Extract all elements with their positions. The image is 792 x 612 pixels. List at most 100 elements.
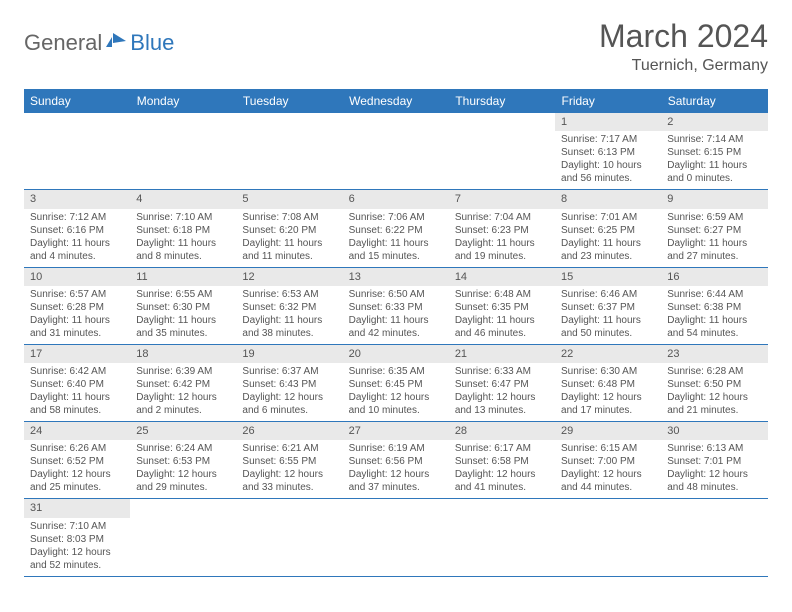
day-number-cell: 12: [236, 267, 342, 286]
day-detail-text: Sunrise: 6:33 AM Sunset: 6:47 PM Dayligh…: [455, 365, 549, 417]
day-number-cell: 25: [130, 422, 236, 441]
day-detail-text: Sunrise: 7:10 AM Sunset: 6:18 PM Dayligh…: [136, 211, 230, 263]
day-number-cell: 7: [449, 190, 555, 209]
day-number-cell: 28: [449, 422, 555, 441]
weekday-header: Sunday: [24, 89, 130, 113]
day-number-row: 31: [24, 499, 768, 518]
weekday-header: Tuesday: [236, 89, 342, 113]
day-number-cell: [236, 499, 342, 518]
day-detail-text: Sunrise: 6:13 AM Sunset: 7:01 PM Dayligh…: [667, 442, 761, 494]
day-number-cell: 20: [343, 344, 449, 363]
day-number-cell: 6: [343, 190, 449, 209]
day-detail-cell: Sunrise: 7:01 AM Sunset: 6:25 PM Dayligh…: [555, 209, 661, 268]
day-number-cell: 2: [661, 113, 767, 131]
day-detail-text: Sunrise: 6:17 AM Sunset: 6:58 PM Dayligh…: [455, 442, 549, 494]
day-detail-text: Sunrise: 7:17 AM Sunset: 6:13 PM Dayligh…: [561, 133, 655, 185]
day-detail-cell: Sunrise: 7:06 AM Sunset: 6:22 PM Dayligh…: [343, 209, 449, 268]
day-number-cell: 26: [236, 422, 342, 441]
day-detail-cell: Sunrise: 6:17 AM Sunset: 6:58 PM Dayligh…: [449, 440, 555, 499]
day-detail-text: Sunrise: 6:53 AM Sunset: 6:32 PM Dayligh…: [242, 288, 336, 340]
day-detail-text: Sunrise: 6:37 AM Sunset: 6:43 PM Dayligh…: [242, 365, 336, 417]
day-detail-cell: Sunrise: 6:30 AM Sunset: 6:48 PM Dayligh…: [555, 363, 661, 422]
day-detail-cell: Sunrise: 7:17 AM Sunset: 6:13 PM Dayligh…: [555, 131, 661, 190]
day-detail-row: Sunrise: 7:17 AM Sunset: 6:13 PM Dayligh…: [24, 131, 768, 190]
header: General Blue March 2024 Tuernich, German…: [24, 18, 768, 75]
day-number-cell: 5: [236, 190, 342, 209]
day-detail-cell: Sunrise: 6:44 AM Sunset: 6:38 PM Dayligh…: [661, 286, 767, 345]
weekday-header: Monday: [130, 89, 236, 113]
day-detail-cell: Sunrise: 6:28 AM Sunset: 6:50 PM Dayligh…: [661, 363, 767, 422]
day-detail-text: Sunrise: 6:55 AM Sunset: 6:30 PM Dayligh…: [136, 288, 230, 340]
day-detail-cell: [555, 518, 661, 577]
day-number-cell: [661, 499, 767, 518]
day-detail-text: Sunrise: 7:08 AM Sunset: 6:20 PM Dayligh…: [242, 211, 336, 263]
logo: General Blue: [24, 30, 174, 56]
day-detail-cell: Sunrise: 6:50 AM Sunset: 6:33 PM Dayligh…: [343, 286, 449, 345]
day-detail-row: Sunrise: 7:12 AM Sunset: 6:16 PM Dayligh…: [24, 209, 768, 268]
day-detail-cell: Sunrise: 7:10 AM Sunset: 6:18 PM Dayligh…: [130, 209, 236, 268]
weekday-header: Saturday: [661, 89, 767, 113]
day-detail-row: Sunrise: 6:42 AM Sunset: 6:40 PM Dayligh…: [24, 363, 768, 422]
month-title: March 2024: [599, 18, 768, 55]
day-number-cell: [24, 113, 130, 131]
day-detail-text: Sunrise: 6:26 AM Sunset: 6:52 PM Dayligh…: [30, 442, 124, 494]
day-number-row: 17181920212223: [24, 344, 768, 363]
day-number-cell: [130, 499, 236, 518]
day-detail-cell: [236, 131, 342, 190]
day-detail-cell: Sunrise: 6:24 AM Sunset: 6:53 PM Dayligh…: [130, 440, 236, 499]
day-detail-cell: Sunrise: 6:13 AM Sunset: 7:01 PM Dayligh…: [661, 440, 767, 499]
day-number-cell: 3: [24, 190, 130, 209]
day-detail-cell: Sunrise: 6:46 AM Sunset: 6:37 PM Dayligh…: [555, 286, 661, 345]
day-detail-cell: Sunrise: 6:19 AM Sunset: 6:56 PM Dayligh…: [343, 440, 449, 499]
day-number-cell: [343, 113, 449, 131]
day-detail-text: Sunrise: 7:06 AM Sunset: 6:22 PM Dayligh…: [349, 211, 443, 263]
day-detail-cell: [449, 131, 555, 190]
day-detail-text: Sunrise: 6:50 AM Sunset: 6:33 PM Dayligh…: [349, 288, 443, 340]
day-number-cell: [343, 499, 449, 518]
day-number-cell: [130, 113, 236, 131]
day-detail-text: Sunrise: 6:42 AM Sunset: 6:40 PM Dayligh…: [30, 365, 124, 417]
day-detail-cell: [449, 518, 555, 577]
day-number-row: 10111213141516: [24, 267, 768, 286]
weekday-header: Wednesday: [343, 89, 449, 113]
day-detail-cell: Sunrise: 6:37 AM Sunset: 6:43 PM Dayligh…: [236, 363, 342, 422]
day-detail-cell: [236, 518, 342, 577]
day-detail-text: Sunrise: 6:19 AM Sunset: 6:56 PM Dayligh…: [349, 442, 443, 494]
day-detail-row: Sunrise: 7:10 AM Sunset: 8:03 PM Dayligh…: [24, 518, 768, 577]
day-number-cell: 22: [555, 344, 661, 363]
location: Tuernich, Germany: [599, 57, 768, 75]
day-number-cell: [449, 113, 555, 131]
day-number-cell: 19: [236, 344, 342, 363]
weekday-header: Friday: [555, 89, 661, 113]
title-block: March 2024 Tuernich, Germany: [599, 18, 768, 75]
day-detail-cell: [130, 518, 236, 577]
day-number-cell: 21: [449, 344, 555, 363]
day-number-row: 12: [24, 113, 768, 131]
day-number-cell: 15: [555, 267, 661, 286]
day-number-cell: 30: [661, 422, 767, 441]
day-number-row: 3456789: [24, 190, 768, 209]
day-number-cell: 24: [24, 422, 130, 441]
day-detail-cell: Sunrise: 6:55 AM Sunset: 6:30 PM Dayligh…: [130, 286, 236, 345]
day-detail-text: Sunrise: 6:15 AM Sunset: 7:00 PM Dayligh…: [561, 442, 655, 494]
day-detail-cell: Sunrise: 6:53 AM Sunset: 6:32 PM Dayligh…: [236, 286, 342, 345]
day-detail-cell: Sunrise: 6:15 AM Sunset: 7:00 PM Dayligh…: [555, 440, 661, 499]
day-detail-text: Sunrise: 6:39 AM Sunset: 6:42 PM Dayligh…: [136, 365, 230, 417]
day-detail-cell: Sunrise: 6:21 AM Sunset: 6:55 PM Dayligh…: [236, 440, 342, 499]
day-detail-text: Sunrise: 6:46 AM Sunset: 6:37 PM Dayligh…: [561, 288, 655, 340]
day-number-cell: 13: [343, 267, 449, 286]
day-detail-cell: Sunrise: 7:10 AM Sunset: 8:03 PM Dayligh…: [24, 518, 130, 577]
day-number-cell: 4: [130, 190, 236, 209]
logo-flag-icon: [106, 33, 128, 54]
day-detail-cell: Sunrise: 7:12 AM Sunset: 6:16 PM Dayligh…: [24, 209, 130, 268]
day-detail-text: Sunrise: 7:04 AM Sunset: 6:23 PM Dayligh…: [455, 211, 549, 263]
day-number-cell: 1: [555, 113, 661, 131]
day-detail-cell: [661, 518, 767, 577]
day-number-cell: 8: [555, 190, 661, 209]
day-detail-cell: Sunrise: 6:33 AM Sunset: 6:47 PM Dayligh…: [449, 363, 555, 422]
day-detail-text: Sunrise: 6:44 AM Sunset: 6:38 PM Dayligh…: [667, 288, 761, 340]
day-detail-text: Sunrise: 6:35 AM Sunset: 6:45 PM Dayligh…: [349, 365, 443, 417]
day-number-cell: 18: [130, 344, 236, 363]
day-detail-row: Sunrise: 6:57 AM Sunset: 6:28 PM Dayligh…: [24, 286, 768, 345]
day-detail-cell: Sunrise: 6:57 AM Sunset: 6:28 PM Dayligh…: [24, 286, 130, 345]
